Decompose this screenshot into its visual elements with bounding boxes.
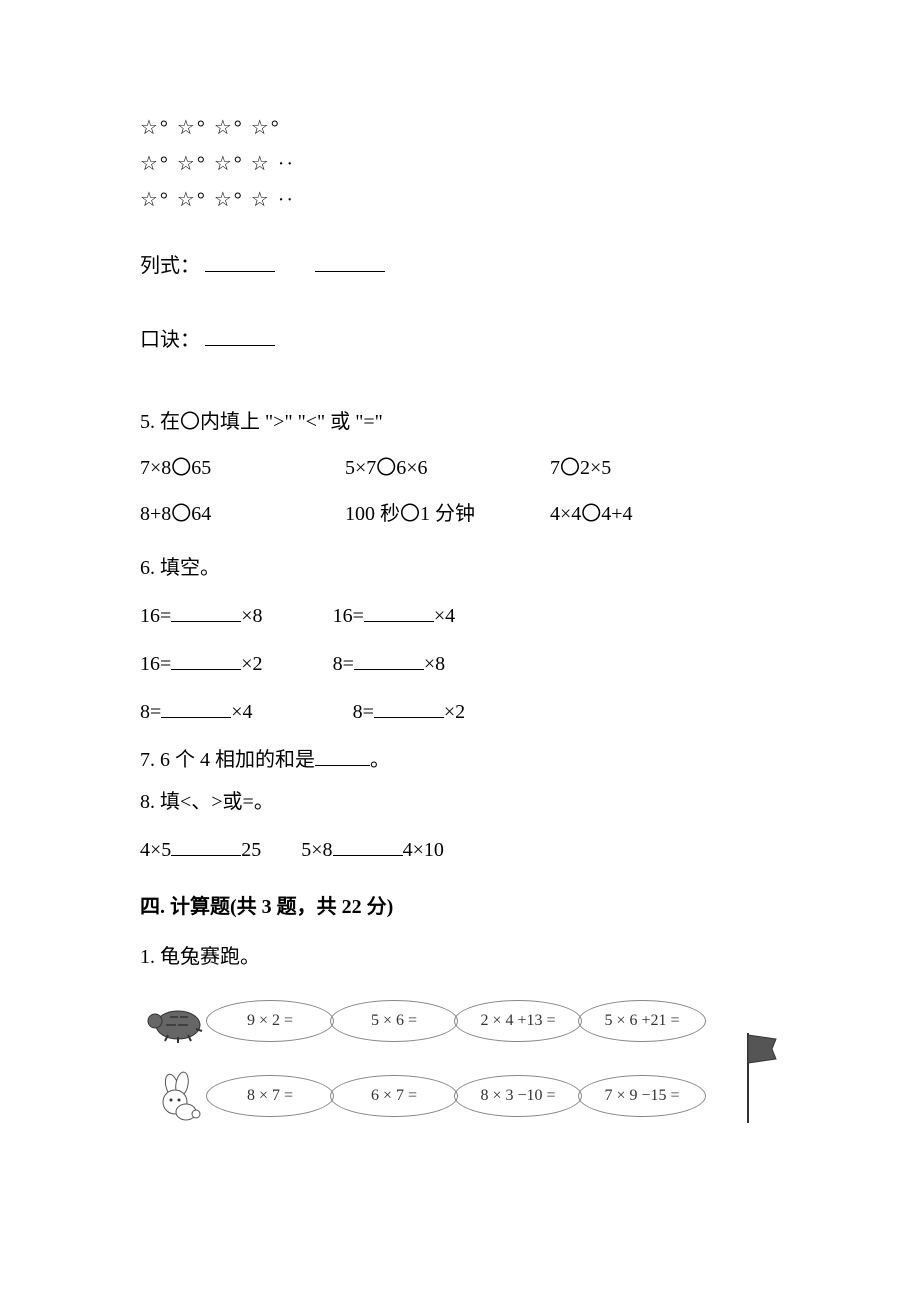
equation-blank-1[interactable] <box>205 248 275 272</box>
q5-r2a: 8+8〇64 <box>140 498 340 530</box>
q8-b-blank[interactable] <box>333 832 403 856</box>
mnemonic-label: 口诀： <box>140 329 200 351</box>
rabbit-row: 8 × 7 = 6 × 7 = 8 × 3 −10 = 7 × 9 −15 = <box>140 1068 780 1123</box>
equation-line: 列式： <box>140 248 780 282</box>
q8-b-suffix: 4×10 <box>403 839 444 861</box>
q5-r1b: 5×7〇6×6 <box>345 452 545 484</box>
q6-r1b-prefix: 16= <box>333 605 364 627</box>
rabbit-icon <box>140 1068 210 1123</box>
turtle-bubble-2: 5 × 6 = <box>330 1000 458 1042</box>
star-pattern: ☆° ☆° ☆° ☆° ☆° ☆° ☆° ☆ ·· ☆° ☆° ☆° ☆ ·· <box>140 110 780 218</box>
q6-r3a-suffix: ×4 <box>231 701 252 723</box>
equation-label: 列式： <box>140 255 200 277</box>
q8-a-blank[interactable] <box>171 832 241 856</box>
q6-r1b-suffix: ×4 <box>434 605 455 627</box>
turtle-row: 9 × 2 = 5 × 6 = 2 × 4 +13 = 5 × 6 +21 = <box>140 993 780 1048</box>
q8-b-prefix: 5×8 <box>301 839 332 861</box>
q6-r2a-suffix: ×2 <box>241 653 262 675</box>
q7-text: 7. 6 个 4 相加的和是 <box>140 749 315 771</box>
q6-title: 6. 填空。 <box>140 552 780 584</box>
q5-r2b: 100 秒〇1 分钟 <box>345 498 545 530</box>
section-4-title: 四. 计算题(共 3 题，共 22 分) <box>140 891 780 923</box>
rabbit-bubble-2: 6 × 7 = <box>330 1075 458 1117</box>
q8-a-suffix: 25 <box>241 839 261 861</box>
q5-title: 5. 在〇内填上 ">" "<" 或 "=" <box>140 406 780 438</box>
q6-r2b-suffix: ×8 <box>424 653 445 675</box>
star-row-2: ☆° ☆° ☆° ☆ ·· <box>140 146 780 182</box>
race-figure: 9 × 2 = 5 × 6 = 2 × 4 +13 = 5 × 6 +21 = … <box>140 993 780 1163</box>
q6-r1b-blank[interactable] <box>364 598 434 622</box>
question-8: 8. 填<、>或=。 4×5 25 5×8 4×10 <box>140 786 780 866</box>
mnemonic-line: 口诀： <box>140 322 780 356</box>
q6-r1a-blank[interactable] <box>171 598 241 622</box>
turtle-bubble-4: 5 × 6 +21 = <box>578 1000 706 1042</box>
finish-flag-icon <box>740 1023 780 1133</box>
q5-r2c: 4×4〇4+4 <box>550 498 750 530</box>
q6-r1a-suffix: ×8 <box>241 605 262 627</box>
turtle-icon <box>140 993 210 1048</box>
q6-r3b-blank[interactable] <box>374 694 444 718</box>
question-4-1: 1. 龟兔赛跑。 <box>140 941 780 973</box>
q6-r3a-prefix: 8= <box>140 701 161 723</box>
q6-r2b-blank[interactable] <box>354 646 424 670</box>
q6-r1a-prefix: 16= <box>140 605 171 627</box>
q7-blank[interactable] <box>315 742 370 766</box>
q6-r3b-prefix: 8= <box>353 701 374 723</box>
rabbit-bubble-1: 8 × 7 = <box>206 1075 334 1117</box>
equation-blank-2[interactable] <box>315 248 385 272</box>
star-row-1: ☆° ☆° ☆° ☆° <box>140 110 780 146</box>
q6-r3b-suffix: ×2 <box>444 701 465 723</box>
mnemonic-blank[interactable] <box>205 322 275 346</box>
turtle-bubble-1: 9 × 2 = <box>206 1000 334 1042</box>
turtle-bubble-3: 2 × 4 +13 = <box>454 1000 582 1042</box>
star-row-3: ☆° ☆° ☆° ☆ ·· <box>140 182 780 218</box>
question-5: 5. 在〇内填上 ">" "<" 或 "=" 7×8〇65 5×7〇6×6 7〇… <box>140 406 780 530</box>
q8-a-prefix: 4×5 <box>140 839 171 861</box>
rabbit-bubble-3: 8 × 3 −10 = <box>454 1075 582 1117</box>
question-7: 7. 6 个 4 相加的和是 。 <box>140 742 780 776</box>
q6-r2a-blank[interactable] <box>171 646 241 670</box>
rabbit-bubble-4: 7 × 9 −15 = <box>578 1075 706 1117</box>
question-6: 6. 填空。 16= ×8 16= ×4 16= ×2 8= ×8 8= ×4 8= ×2 <box>140 552 780 728</box>
q6-r3a-blank[interactable] <box>161 694 231 718</box>
q6-r2a-prefix: 16= <box>140 653 171 675</box>
q8-title: 8. 填<、>或=。 <box>140 786 780 818</box>
q7-suffix: 。 <box>370 749 390 771</box>
q6-r2b-prefix: 8= <box>333 653 354 675</box>
q5-r1a: 7×8〇65 <box>140 452 340 484</box>
q5-r1c: 7〇2×5 <box>550 452 750 484</box>
